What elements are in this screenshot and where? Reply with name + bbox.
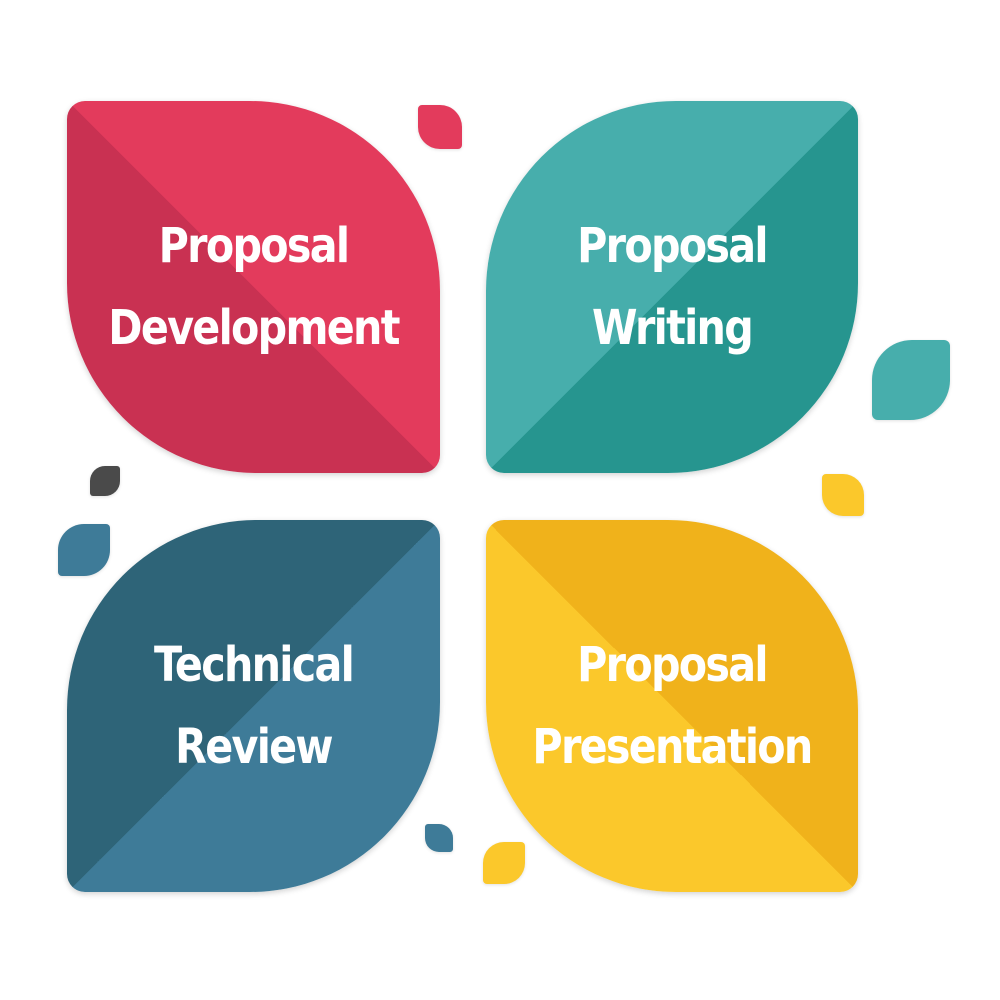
- leaf-technical-review: Technical Review: [67, 520, 440, 892]
- label-line-1: Proposal: [577, 637, 768, 693]
- label-line-1: Proposal: [158, 218, 350, 274]
- leaf-shade: [67, 520, 440, 892]
- accent-leaf-teal: [872, 340, 950, 420]
- accent-leaf-red: [418, 105, 462, 149]
- accent-leaf-blue-small: [425, 824, 453, 852]
- label-line-1: Proposal: [577, 218, 768, 274]
- accent-leaf-dark: [90, 466, 120, 496]
- leaf-proposal-presentation: Proposal Presentation: [486, 520, 858, 892]
- leaf-proposal-development: Proposal Development: [67, 101, 440, 473]
- accent-leaf-blue: [58, 524, 110, 576]
- leaf-shade: [486, 101, 858, 473]
- label-line-2: Review: [175, 719, 333, 775]
- leaf-label: Proposal Presentation: [512, 520, 832, 892]
- label-line-2: Presentation: [532, 719, 813, 775]
- leaf-label: Proposal Development: [93, 101, 414, 473]
- leaf-label: Technical Review: [93, 520, 414, 892]
- accent-leaf-yellow-bottom: [483, 842, 525, 884]
- leaf-proposal-writing: Proposal Writing: [486, 101, 858, 473]
- label-line-2: Writing: [591, 300, 754, 356]
- leaf-shade: [67, 101, 440, 473]
- label-line-1: Technical: [153, 637, 355, 693]
- label-line-2: Development: [108, 300, 400, 356]
- leaf-shade: [486, 520, 858, 892]
- accent-leaf-yellow-right: [822, 474, 864, 516]
- leaf-label: Proposal Writing: [512, 101, 832, 473]
